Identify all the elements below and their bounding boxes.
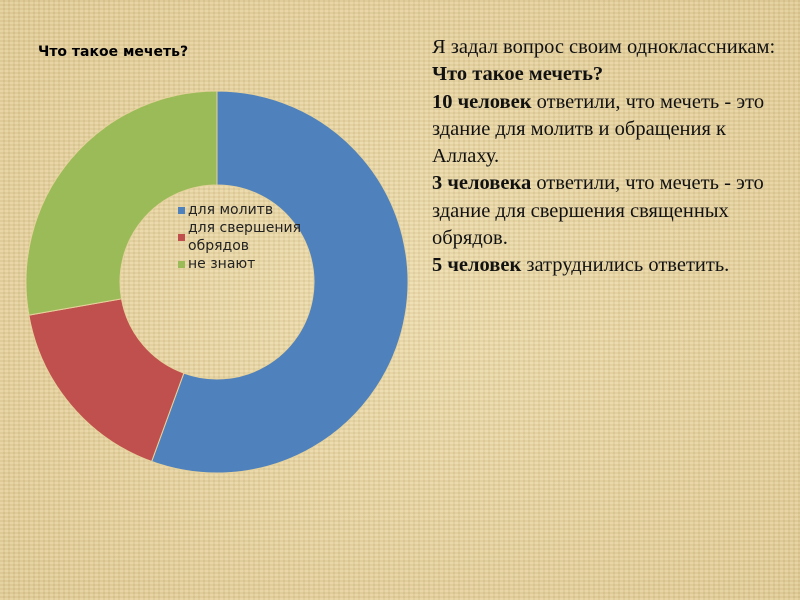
legend: для молитв для свершения обрядов не знаю… [178, 201, 308, 273]
paragraph-answer-2: 3 человека ответили, что мечеть - это зд… [432, 170, 792, 252]
count-bold: 5 человек [432, 254, 522, 277]
legend-label: для молитв [188, 202, 274, 218]
chart-title: Что такое мечеть? [38, 44, 189, 60]
donut-slice-2 [28, 298, 185, 463]
text-span: Я задал вопрос своим одноклассникам: [432, 36, 776, 58]
donut-slice-3 [25, 90, 218, 316]
legend-swatch [178, 206, 185, 214]
paragraph-question: Я задал вопрос своим одноклассникам: Что… [432, 34, 792, 89]
text-span: ответили, что мечеть - это здание для св… [432, 172, 764, 250]
text-span: затруднились ответить. [521, 254, 730, 277]
count-bold: 3 человека [432, 172, 532, 195]
donut-chart [25, 90, 409, 474]
legend-item-prayer: для молитв [178, 201, 308, 219]
donut-slice-1 [151, 90, 409, 474]
question-bold: Что такое мечеть? [432, 63, 604, 86]
legend-label: не знают [188, 256, 256, 272]
legend-item-rites: для свершения обрядов [178, 219, 308, 255]
text-span: ответили, что мечеть - это здание для мо… [432, 90, 765, 168]
paragraph-answer-1: 10 человек ответили, что мечеть - это зд… [432, 89, 792, 171]
legend-swatch [178, 260, 185, 268]
count-bold: 10 человек [432, 90, 532, 113]
legend-swatch [178, 233, 185, 241]
paragraph-answer-3: 5 человек затруднились ответить. [432, 252, 792, 279]
legend-label: для свершения обрядов [188, 220, 302, 254]
legend-item-unknown: не знают [178, 255, 308, 273]
slide-text: Я задал вопрос своим одноклассникам: Что… [432, 34, 792, 280]
